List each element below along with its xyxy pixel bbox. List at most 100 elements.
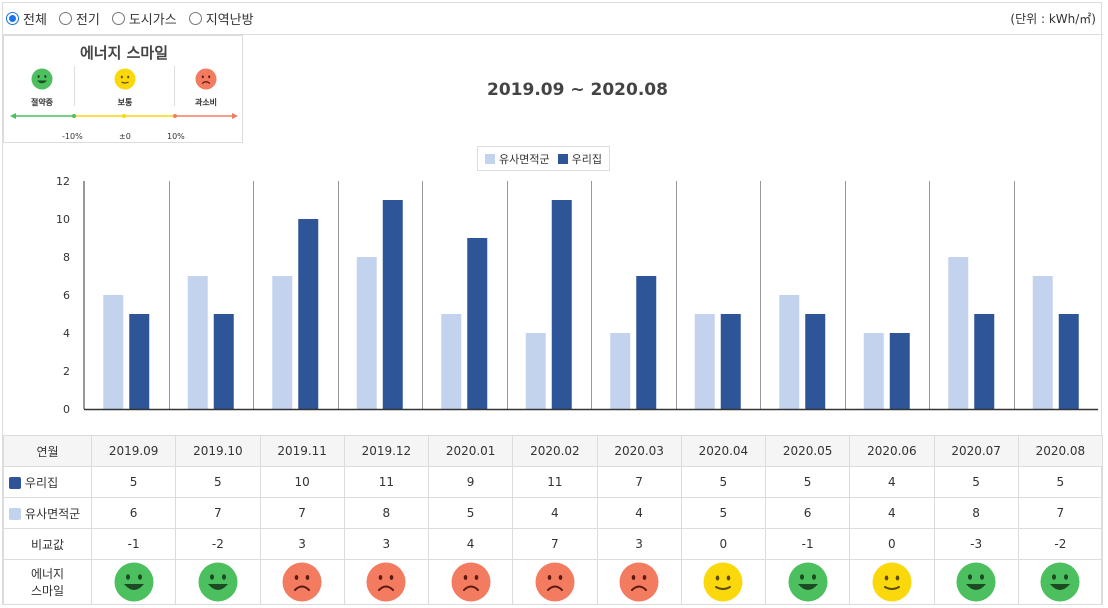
row-label-mine: 우리집 [3, 466, 92, 498]
cell-smile [1017, 559, 1104, 605]
bar-similar [441, 314, 462, 409]
scale-label-plus10: 10% [167, 132, 185, 141]
cell-mine: 10 [259, 466, 345, 498]
bar-mine [636, 276, 657, 409]
swatch [9, 476, 21, 489]
cell-similar: 7 [259, 497, 345, 529]
bar-mine [1058, 314, 1079, 409]
scale-label-zero: ±0 [119, 132, 131, 141]
energy-type-filter: 전체 전기 도시가스 지역난방 [6, 8, 260, 28]
filter-option-all[interactable]: 전체 [6, 9, 47, 28]
sad-face-icon [619, 562, 659, 602]
smile-scale-arrow [10, 113, 238, 119]
bar-similar [356, 257, 377, 409]
cell-diff: 0 [849, 528, 935, 560]
y-tick-label: 0 [63, 403, 70, 416]
row-label-diff: 비교값 [3, 528, 92, 560]
month-header: 2019.12 [343, 435, 430, 467]
radio-icon[interactable] [111, 11, 125, 25]
cell-smile [427, 559, 514, 605]
cell-mine: 5 [1017, 466, 1104, 498]
smile-level-normal: 보통 [105, 68, 145, 108]
happy-face-icon [198, 562, 238, 602]
bar-mine [720, 314, 741, 409]
neutral-face-icon [703, 562, 743, 602]
cell-similar: 5 [680, 497, 767, 529]
bar-similar [103, 295, 124, 409]
cell-similar: 4 [596, 497, 682, 529]
cell-similar: 4 [512, 497, 598, 529]
month-header: 2020.05 [764, 435, 851, 467]
cell-mine: 9 [427, 466, 514, 498]
divider [2, 34, 1103, 35]
bar-similar [863, 333, 884, 409]
cell-mine: 11 [343, 466, 430, 498]
scale-label-minus10: -10% [62, 132, 83, 141]
row-label-similar: 유사면적군 [3, 497, 92, 529]
y-tick-label: 8 [63, 251, 70, 264]
smile-level-overuse: 과소비 [186, 68, 226, 108]
radio-icon[interactable] [188, 11, 202, 25]
radio-icon[interactable] [6, 11, 19, 25]
bar-mine [551, 200, 572, 409]
filter-option-district-heating[interactable]: 지역난방 [188, 9, 254, 28]
cell-smile [764, 559, 851, 605]
month-header: 2019.10 [175, 435, 261, 467]
sad-face-icon [535, 562, 575, 602]
bar-similar [272, 276, 293, 409]
cell-smile [596, 559, 682, 605]
cell-smile [680, 559, 767, 605]
bar-similar [694, 314, 715, 409]
bar-chart: 0 2 4 6 8 10 12 [56, 175, 1098, 416]
cell-diff: -2 [175, 528, 261, 560]
month-header: 2020.03 [596, 435, 682, 467]
month-header: 2020.08 [1017, 435, 1104, 467]
month-header: 2019.11 [259, 435, 345, 467]
filter-option-electric[interactable]: 전기 [58, 9, 100, 28]
cell-mine: 7 [596, 466, 682, 498]
month-header: 2020.02 [512, 435, 598, 467]
bar-mine [298, 219, 319, 409]
sad-face-icon [282, 562, 322, 602]
bar-similar [525, 333, 546, 409]
month-header: 2020.04 [680, 435, 767, 467]
cell-smile [343, 559, 430, 605]
happy-face-icon [956, 562, 996, 602]
y-tick-label: 2 [63, 365, 70, 378]
bar-mine [805, 314, 826, 409]
bar-mine [382, 200, 403, 409]
legend-item-mine: 우리집 [557, 151, 602, 167]
smile-legend-title: 에너지 스마일 [79, 44, 169, 62]
legend-item-similar: 유사면적군 [485, 151, 550, 167]
cell-diff: -3 [933, 528, 1019, 560]
bar-mine [889, 333, 910, 409]
bar-similar [610, 333, 631, 409]
y-tick-label: 12 [56, 175, 70, 188]
chart-legend: 유사면적군 우리집 [477, 146, 610, 171]
happy-face-icon [1040, 562, 1080, 602]
bar-mine [213, 314, 234, 409]
smile-level-saving: 절약중 [22, 68, 62, 108]
cell-similar: 5 [427, 497, 514, 529]
radio-icon[interactable] [58, 11, 72, 25]
table-row-mine: 우리집 5 5 10 11 9 11 7 5 5 4 5 5 [3, 466, 1104, 498]
row-label-smile: 에너지 스마일 [3, 559, 92, 605]
cell-diff: 7 [512, 528, 598, 560]
cell-smile [933, 559, 1019, 605]
chart-title: 2019.09 ~ 2020.08 [487, 80, 668, 100]
cell-smile [512, 559, 598, 605]
cell-mine: 5 [175, 466, 261, 498]
bar-mine [467, 238, 488, 409]
filter-option-gas[interactable]: 도시가스 [111, 9, 177, 28]
cell-mine: 4 [849, 466, 935, 498]
cell-similar: 4 [849, 497, 935, 529]
data-table: 연월 2019.09 2019.10 2019.11 2019.12 2020.01 20… [3, 435, 1104, 605]
neutral-face-icon [872, 562, 912, 602]
cell-diff: -1 [764, 528, 851, 560]
y-tick-label: 6 [63, 289, 70, 302]
legend-swatch [485, 153, 495, 164]
month-header: 2019.09 [90, 435, 177, 467]
cell-mine: 5 [764, 466, 851, 498]
